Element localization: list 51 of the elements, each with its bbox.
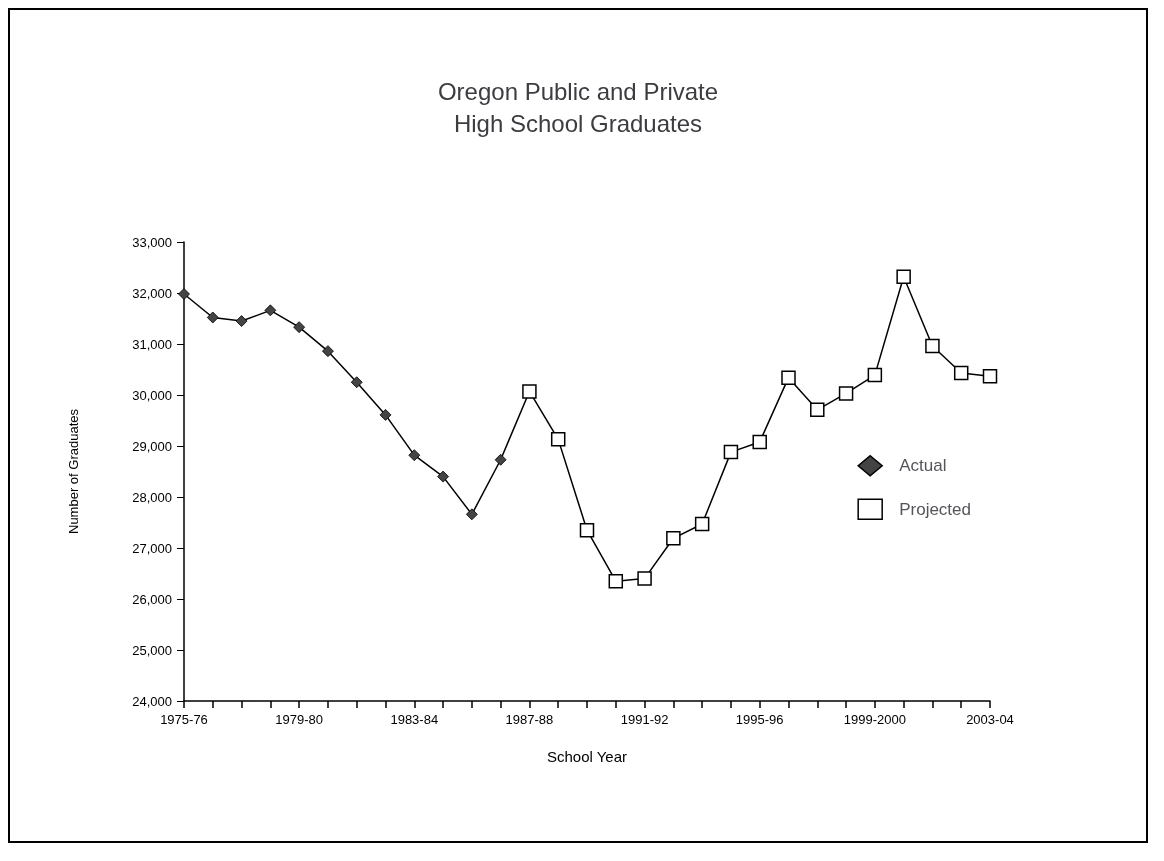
point <box>350 376 363 389</box>
point <box>322 345 334 358</box>
legend-label: Actual <box>899 456 947 476</box>
point <box>522 384 537 399</box>
point <box>896 269 911 284</box>
point <box>838 386 854 401</box>
point <box>608 573 624 589</box>
y-tick-label: 33,000 <box>132 234 172 250</box>
x-tick-label: 1999-2000 <box>843 712 906 727</box>
point <box>982 368 998 384</box>
y-tick-label: 26,000 <box>132 591 172 607</box>
chart-title: Oregon Public and Private High School Graduates <box>437 77 719 137</box>
x-tick-label: 2003-04 <box>966 712 1014 727</box>
y-tick-label: 24,000 <box>132 693 172 709</box>
point <box>752 434 767 450</box>
point <box>206 311 219 324</box>
point <box>379 408 392 421</box>
point <box>666 531 681 546</box>
y-tick-label: 32,000 <box>132 285 172 301</box>
y-tick-label: 28,000 <box>132 489 172 505</box>
x-tick-label: 1987-88 <box>505 712 554 727</box>
x-tick-label: 1995-96 <box>735 712 784 727</box>
point <box>437 470 449 483</box>
point <box>953 365 969 381</box>
y-tick-label: 25,000 <box>132 642 172 658</box>
point <box>579 522 595 538</box>
point <box>408 449 421 462</box>
point <box>293 321 306 334</box>
point <box>550 432 566 447</box>
point <box>235 315 248 327</box>
point <box>465 508 478 521</box>
point <box>723 444 739 460</box>
x-tick-label: 1991-92 <box>620 712 669 727</box>
y-tick-label: 30,000 <box>132 387 172 403</box>
y-tick-label: 27,000 <box>132 540 172 556</box>
point <box>264 304 277 317</box>
point <box>694 516 710 532</box>
x-tick-label: 1979-80 <box>275 712 323 727</box>
point <box>781 370 796 385</box>
y-tick-label: 31,000 <box>132 336 172 352</box>
x-tick-label: 1975-76 <box>160 712 208 727</box>
x-tick-label: 1983-84 <box>390 712 439 727</box>
y-axis-title: Number of Graduates <box>66 408 81 535</box>
point <box>494 453 507 466</box>
y-tick-label: 29,000 <box>132 438 172 454</box>
point <box>925 338 940 354</box>
point <box>637 571 652 586</box>
point <box>810 402 825 418</box>
legend-label: Projected <box>899 499 972 519</box>
x-axis-title: School Year <box>546 748 628 765</box>
point <box>867 367 883 383</box>
